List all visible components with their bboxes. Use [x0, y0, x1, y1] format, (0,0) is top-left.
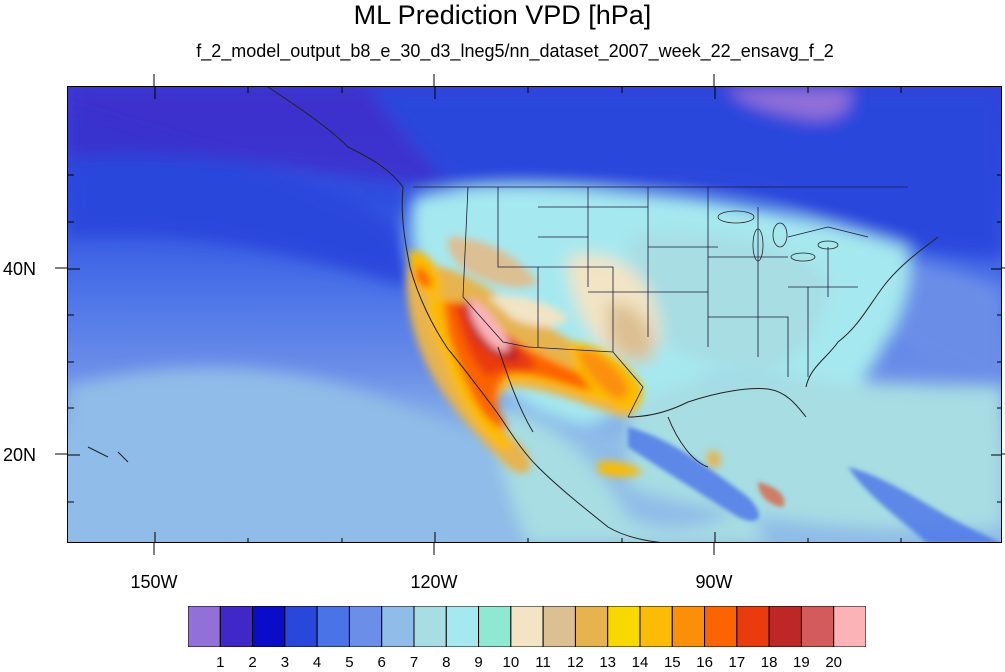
- vpd-field-southwest: [406, 237, 721, 477]
- colorbar-box: [542, 606, 576, 647]
- colorbar-level-label: 15: [663, 654, 681, 671]
- vpd-map-canvas: [68, 87, 1001, 542]
- colorbar-level-label: 13: [599, 654, 617, 671]
- colorbar-box: [510, 606, 544, 647]
- colorbar-level-label: 4: [312, 654, 322, 671]
- lon-label-150w: 150W: [130, 572, 178, 592]
- colorbar-box: [316, 606, 350, 647]
- colorbar: [188, 606, 866, 647]
- colorbar-box: [478, 606, 512, 647]
- colorbar-level-label: 9: [474, 654, 483, 671]
- colorbar-box: [284, 606, 318, 647]
- vpd-map: [67, 86, 1002, 543]
- colorbar-box: [800, 606, 835, 647]
- colorbar-level-label: 16: [696, 654, 713, 671]
- coastlines: [87, 87, 939, 542]
- colorbar-level-label: 5: [345, 654, 354, 671]
- colorbar-box: [639, 606, 673, 647]
- colorbar-level-label: 14: [631, 654, 649, 671]
- lat-label-20n: 20N: [3, 445, 37, 465]
- great-lakes: [717, 210, 839, 262]
- colorbar-box: [768, 606, 802, 647]
- plot-title: ML Prediction VPD [hPa]: [353, 0, 652, 30]
- colorbar-box: [381, 606, 415, 647]
- colorbar-level-label: 12: [567, 654, 584, 671]
- colorbar-level-label: 7: [409, 654, 419, 671]
- colorbar-level-label: 2: [248, 654, 257, 671]
- colorbar-box: [704, 606, 738, 647]
- colorbar-box: [671, 606, 706, 647]
- colorbar-level-label: 6: [377, 654, 386, 671]
- colorbar-box: [252, 606, 286, 647]
- lon-label-90w: 90W: [695, 572, 733, 592]
- colorbar-box: [348, 606, 383, 647]
- vpd-field-smooth: [68, 87, 1001, 542]
- vpd-field-tropics: [628, 427, 999, 542]
- political-boundaries: [413, 186, 908, 418]
- colorbar-box: [607, 606, 641, 647]
- colorbar-level-label: 11: [535, 654, 551, 671]
- plot-subtitle: f_2_model_output_b8_e_30_d3_lneg5/nn_dat…: [196, 41, 834, 61]
- colorbar-box: [219, 606, 254, 647]
- colorbar-box: [413, 606, 447, 647]
- lon-label-120w: 120W: [410, 572, 458, 592]
- colorbar-level-label: 10: [502, 654, 520, 671]
- colorbar-box: [736, 606, 770, 647]
- colorbar-box: [833, 606, 866, 647]
- lat-label-40n: 40N: [3, 259, 37, 279]
- colorbar-level-label: 1: [216, 654, 225, 671]
- colorbar-level-label: 3: [280, 654, 290, 671]
- colorbar-box: [188, 606, 221, 647]
- colorbar-level-label: 18: [760, 654, 778, 671]
- colorbar-level-label: 8: [442, 654, 451, 671]
- inner-ticks: [68, 87, 1001, 542]
- colorbar-box: [574, 606, 609, 647]
- colorbar-box: [445, 606, 480, 647]
- colorbar-level-label: 17: [728, 654, 746, 671]
- colorbar-level-label: 19: [793, 654, 810, 671]
- colorbar-level-label: 20: [825, 654, 843, 671]
